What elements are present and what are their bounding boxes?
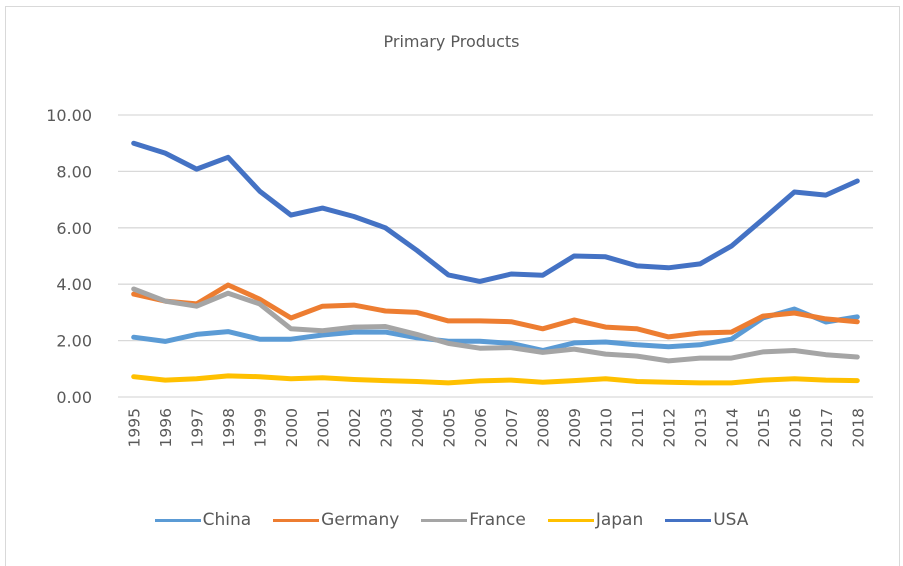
x-tick-label: 2007	[503, 408, 521, 447]
legend-label: USA	[713, 510, 749, 530]
legend-label: Japan	[595, 510, 644, 530]
legend-swatch	[154, 518, 201, 522]
x-tick-label: 1996	[157, 408, 175, 447]
legend-label: Germany	[321, 510, 400, 530]
x-tick-label: 1999	[252, 408, 270, 447]
x-tick-label: 2006	[472, 408, 490, 447]
series-lines	[131, 140, 860, 386]
legend-swatch	[665, 518, 712, 522]
x-axis-labels: 1995 1996 1997 1998 1999 2000 2001 2002 2003 2004…	[126, 408, 868, 447]
legend-label: France	[469, 510, 526, 530]
x-tick-label: 2010	[598, 408, 616, 447]
x-tick-label: 2018	[849, 408, 867, 447]
legend-swatch	[421, 518, 468, 522]
series-line-china	[131, 306, 860, 353]
x-tick-label: 2008	[535, 408, 553, 447]
series-line-france	[131, 286, 860, 364]
x-tick-label: 2003	[377, 408, 395, 447]
x-tick-label: 2015	[755, 408, 773, 447]
x-tick-label: 1998	[220, 408, 238, 447]
x-tick-label: 2002	[346, 408, 364, 447]
chart-frame	[5, 6, 900, 566]
y-tick-label: 4.00	[56, 275, 92, 294]
legend-label: China	[202, 510, 252, 530]
x-tick-label: 2012	[661, 408, 679, 447]
y-tick-label: 8.00	[56, 162, 92, 181]
y-tick-label: 6.00	[56, 219, 92, 238]
x-tick-label: 2005	[440, 408, 458, 447]
legend-item-usa: USA	[665, 510, 748, 530]
series-line-germany	[131, 282, 860, 340]
series-line-usa	[131, 140, 860, 284]
legend-item-france: France	[421, 510, 526, 530]
x-tick-label: 1997	[189, 408, 207, 447]
x-tick-label: 2000	[283, 408, 301, 447]
x-tick-label: 2016	[786, 408, 804, 447]
x-tick-label: 2011	[629, 408, 647, 447]
y-tick-label: 10.00	[46, 106, 92, 125]
legend-swatch	[273, 518, 320, 522]
legend-item-germany: Germany	[273, 510, 399, 530]
x-tick-label: 2017	[818, 408, 836, 447]
chart-title: Primary Products	[383, 32, 520, 51]
legend-item-china: China	[154, 510, 252, 530]
x-tick-label: 2004	[409, 408, 427, 447]
legend-item-japan: Japan	[547, 510, 644, 530]
y-tick-label: 0.00	[56, 388, 92, 407]
x-tick-label: 2013	[692, 408, 710, 447]
x-tick-label: 1995	[126, 408, 144, 447]
x-tick-label: 2014	[723, 408, 741, 447]
y-axis-labels: 0.00 2.00 4.00 6.00 8.00 10.00	[46, 106, 92, 407]
legend-swatch	[547, 518, 594, 522]
legend: China Germany France Japan USA	[0, 510, 903, 530]
y-tick-label: 2.00	[56, 332, 92, 351]
x-tick-label: 2001	[314, 408, 332, 447]
series-line-japan	[131, 373, 860, 386]
x-tick-label: 2009	[566, 408, 584, 447]
